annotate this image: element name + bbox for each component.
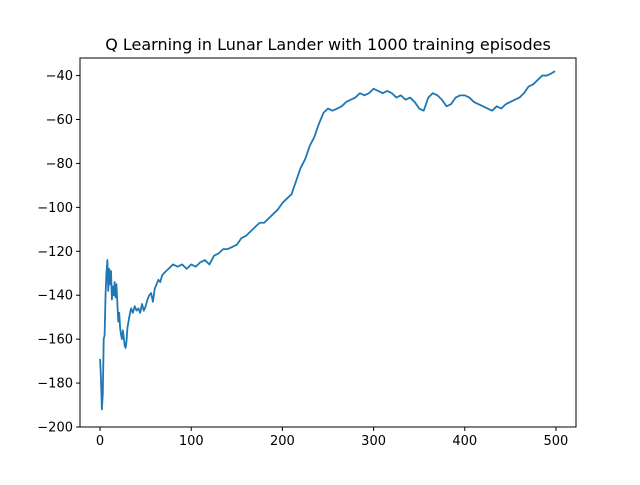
x-tick-label: 0 [96, 434, 104, 449]
y-tick-label: −140 [37, 289, 73, 304]
chart-title: Q Learning in Lunar Lander with 1000 tra… [105, 35, 551, 54]
axes-frame [79, 57, 577, 428]
y-tick-label: −200 [37, 421, 73, 436]
y-tick-label: −60 [46, 113, 73, 128]
x-tick-label: 400 [452, 434, 477, 449]
series-line-0 [99, 70, 556, 411]
y-tick-label: −80 [46, 157, 73, 172]
x-tick-label: 300 [361, 434, 386, 449]
y-tick-label: −160 [37, 333, 73, 348]
y-tick-label: −180 [37, 377, 73, 392]
plot-layer [99, 70, 556, 411]
x-tick-label: 100 [179, 434, 204, 449]
y-tick-label: −100 [37, 201, 73, 216]
y-tick-label: −120 [37, 245, 73, 260]
y-tick-label: −40 [46, 69, 73, 84]
x-tick-label: 500 [544, 434, 569, 449]
x-tick-label: 200 [270, 434, 295, 449]
axes-layer: 0 100 200 300 400 500 −200 −180 −160 −140 −120 −100… [37, 57, 577, 449]
